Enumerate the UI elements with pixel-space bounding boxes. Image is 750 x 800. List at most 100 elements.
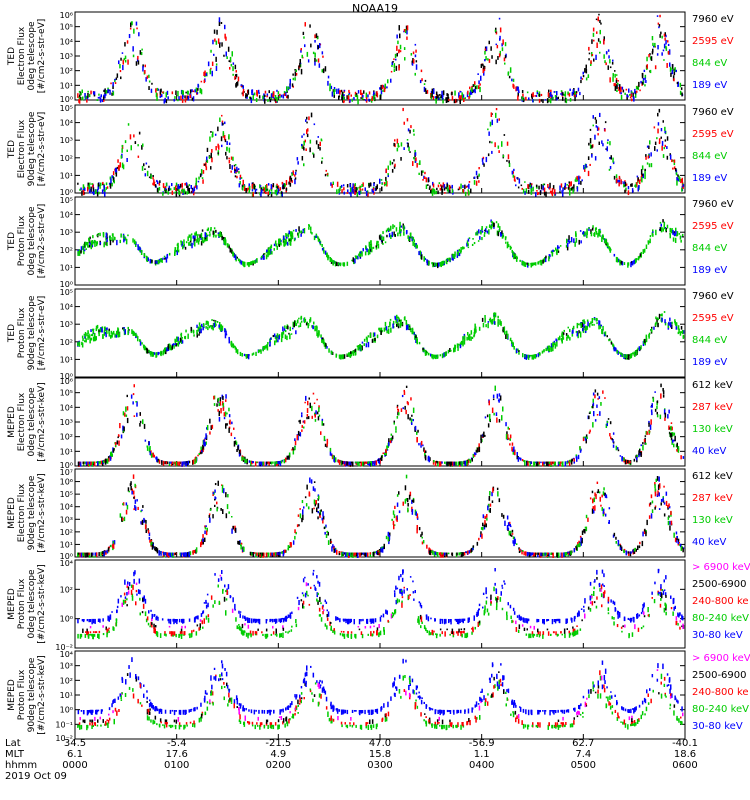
flux-point — [165, 349, 167, 355]
flux-point — [142, 64, 144, 68]
flux-point — [239, 177, 241, 180]
flux-point — [399, 226, 401, 231]
flux-point — [327, 75, 330, 79]
flux-point — [617, 82, 619, 85]
flux-point — [597, 38, 600, 42]
flux-point — [568, 181, 570, 184]
flux-point — [493, 315, 496, 321]
flux-point — [82, 461, 84, 464]
flux-point — [222, 405, 225, 411]
flux-point — [567, 326, 569, 329]
flux-point — [358, 191, 361, 196]
flux-point — [144, 346, 147, 350]
flux-point — [313, 321, 315, 325]
flux-point — [676, 231, 679, 237]
flux-point — [516, 177, 518, 179]
flux-point — [209, 431, 211, 435]
flux-point — [518, 350, 520, 352]
flux-point — [485, 226, 488, 229]
flux-point — [652, 230, 654, 234]
y-tick-label: 10² — [60, 338, 73, 347]
flux-point — [144, 439, 147, 442]
flux-point — [457, 251, 459, 256]
flux-point — [136, 412, 138, 417]
flux-point — [185, 329, 187, 333]
flux-point — [289, 180, 291, 183]
flux-point — [632, 352, 634, 355]
flux-point — [321, 244, 323, 247]
flux-point — [393, 63, 396, 69]
flux-point — [643, 249, 646, 251]
flux-point — [294, 71, 297, 77]
flux-point — [348, 89, 350, 93]
flux-point — [139, 339, 141, 342]
flux-point — [256, 461, 258, 464]
flux-point — [423, 348, 425, 352]
flux-point — [474, 323, 476, 329]
flux-point — [497, 318, 499, 324]
flux-point — [523, 460, 525, 463]
flux-point — [668, 425, 670, 430]
flux-point — [671, 64, 674, 69]
flux-point — [177, 90, 179, 97]
flux-point — [87, 331, 89, 334]
flux-point — [499, 27, 502, 33]
flux-point — [650, 494, 653, 499]
flux-point — [338, 95, 340, 101]
flux-point — [453, 461, 456, 466]
flux-point — [362, 182, 364, 187]
flux-point — [435, 262, 438, 267]
flux-point — [543, 192, 546, 196]
flux-point — [416, 525, 418, 530]
flux-point — [313, 402, 316, 404]
flux-point — [553, 250, 555, 252]
flux-point — [574, 241, 576, 247]
flux-point — [99, 461, 101, 464]
flux-point — [673, 68, 675, 71]
flux-point — [178, 461, 181, 466]
flux-point — [436, 187, 438, 191]
flux-point — [306, 484, 308, 490]
flux-point — [579, 230, 582, 232]
flux-point — [100, 551, 102, 557]
flux-point — [663, 43, 666, 49]
flux-point — [220, 508, 222, 511]
flux-point — [300, 230, 303, 233]
flux-point — [228, 427, 230, 433]
flux-point — [583, 232, 585, 237]
flux-point — [145, 77, 147, 82]
flux-point — [97, 182, 100, 187]
flux-point — [213, 319, 215, 322]
flux-point — [460, 91, 462, 93]
flux-point — [484, 232, 486, 235]
flux-point — [668, 506, 671, 509]
flux-point — [282, 326, 284, 332]
flux-point — [80, 92, 82, 96]
flux-point — [543, 187, 546, 193]
flux-point — [268, 96, 271, 100]
flux-point — [602, 238, 605, 240]
flux-point — [422, 170, 424, 173]
flux-point — [651, 403, 653, 408]
flux-point — [379, 458, 381, 464]
flux-point — [354, 190, 356, 195]
flux-point — [235, 441, 238, 446]
flux-point — [660, 383, 662, 388]
y-tick-label: 10³ — [60, 515, 73, 524]
flux-point — [274, 189, 277, 195]
legend-entry: 189 eV — [692, 265, 727, 276]
flux-point — [482, 156, 485, 160]
flux-point — [397, 316, 399, 319]
flux-point — [117, 434, 120, 437]
flux-point — [645, 334, 648, 340]
flux-point — [202, 447, 204, 453]
flux-point — [656, 317, 659, 320]
flux-point — [462, 94, 465, 98]
flux-point — [585, 77, 588, 81]
flux-point — [397, 408, 400, 413]
flux-point — [191, 190, 194, 193]
flux-point — [326, 438, 329, 444]
flux-point — [148, 176, 151, 179]
flux-point — [110, 330, 113, 334]
flux-point — [588, 415, 590, 420]
